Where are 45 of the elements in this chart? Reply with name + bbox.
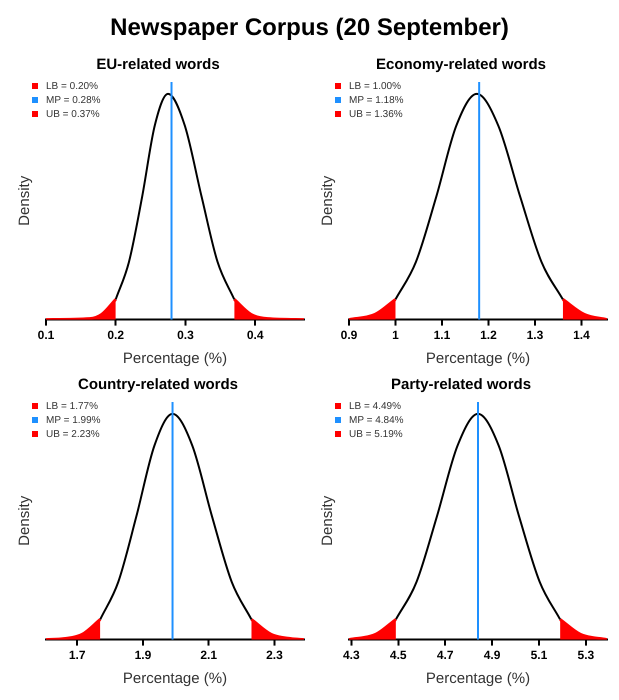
x-axis-title: Percentage (%) <box>426 350 530 368</box>
x-tick-label: 1.3 <box>526 328 544 342</box>
x-axis-title: Percentage (%) <box>122 350 228 368</box>
legend-label: MP = 1.18% <box>349 94 404 106</box>
x-axis-title: Percentage (%) <box>426 670 530 688</box>
x-tick-label: 4.5 <box>390 648 407 662</box>
chart-title: Country-related words <box>78 376 238 394</box>
legend-label: MP = 0.28% <box>46 94 101 106</box>
x-tick-label: 1 <box>392 328 400 342</box>
y-axis-title: Density <box>16 495 34 546</box>
legend-label: LB = 0.20% <box>46 80 98 92</box>
legend-label: LB = 1.77% <box>46 400 98 412</box>
legend-label: MP = 4.84% <box>349 414 404 426</box>
legend-label: LB = 4.49% <box>349 400 402 412</box>
y-axis-title: Density <box>16 175 34 226</box>
chart-title: Economy-related words <box>376 56 546 74</box>
legend-label: MP = 1.99% <box>46 414 101 426</box>
legend-label: LB = 1.00% <box>349 80 402 92</box>
x-tick-label: 1.9 <box>134 648 152 662</box>
x-tick-label: 2.1 <box>200 648 218 662</box>
x-tick-label: 1.1 <box>434 328 451 342</box>
x-tick-label: 2.3 <box>266 648 284 662</box>
legend-label: UB = 2.23% <box>46 428 100 440</box>
x-tick-label: 4.7 <box>436 648 454 662</box>
x-tick-label: 0.9 <box>340 328 358 342</box>
x-tick-label: 0.2 <box>107 328 124 342</box>
x-tick-label: 5.3 <box>578 648 595 662</box>
x-tick-label: 4.3 <box>343 648 360 662</box>
y-axis-title: Density <box>319 175 336 226</box>
x-tick-label: 5.1 <box>530 648 548 662</box>
x-axis-title: Percentage (%) <box>122 670 228 688</box>
x-tick-label: 0.1 <box>38 328 55 342</box>
x-tick-label: 1.4 <box>573 328 590 342</box>
legend-label: UB = 1.36% <box>349 108 403 120</box>
x-tick-label: 4.9 <box>484 648 501 662</box>
y-axis-title: Density <box>319 495 336 546</box>
chart-title: Party-related words <box>390 376 532 394</box>
x-tick-label: 0.3 <box>177 328 194 342</box>
x-tick-label: 1.7 <box>68 648 86 662</box>
legend-label: UB = 5.19% <box>349 428 403 440</box>
text: Newspaper Corpus (20 September) <box>109 13 510 43</box>
x-tick-label: 1.2 <box>480 328 498 342</box>
chart-title: EU-related words <box>96 56 220 74</box>
x-tick-label: 0.4 <box>246 328 264 342</box>
legend-label: UB = 0.37% <box>46 108 100 120</box>
